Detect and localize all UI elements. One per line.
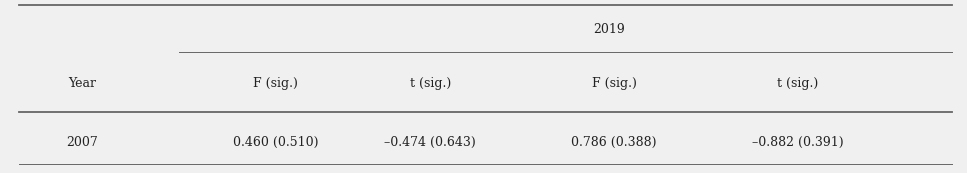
Text: 2019: 2019 xyxy=(594,23,625,36)
Text: t (sig.): t (sig.) xyxy=(410,76,451,90)
Text: –0.882 (0.391): –0.882 (0.391) xyxy=(752,136,843,149)
Text: 0.786 (0.388): 0.786 (0.388) xyxy=(571,136,657,149)
Text: t (sig.): t (sig.) xyxy=(777,76,818,90)
Text: F (sig.): F (sig.) xyxy=(253,76,298,90)
Text: –0.474 (0.643): –0.474 (0.643) xyxy=(385,136,476,149)
Text: F (sig.): F (sig.) xyxy=(592,76,636,90)
Text: Year: Year xyxy=(69,76,96,90)
Text: 2007: 2007 xyxy=(67,136,98,149)
Text: 0.460 (0.510): 0.460 (0.510) xyxy=(233,136,318,149)
